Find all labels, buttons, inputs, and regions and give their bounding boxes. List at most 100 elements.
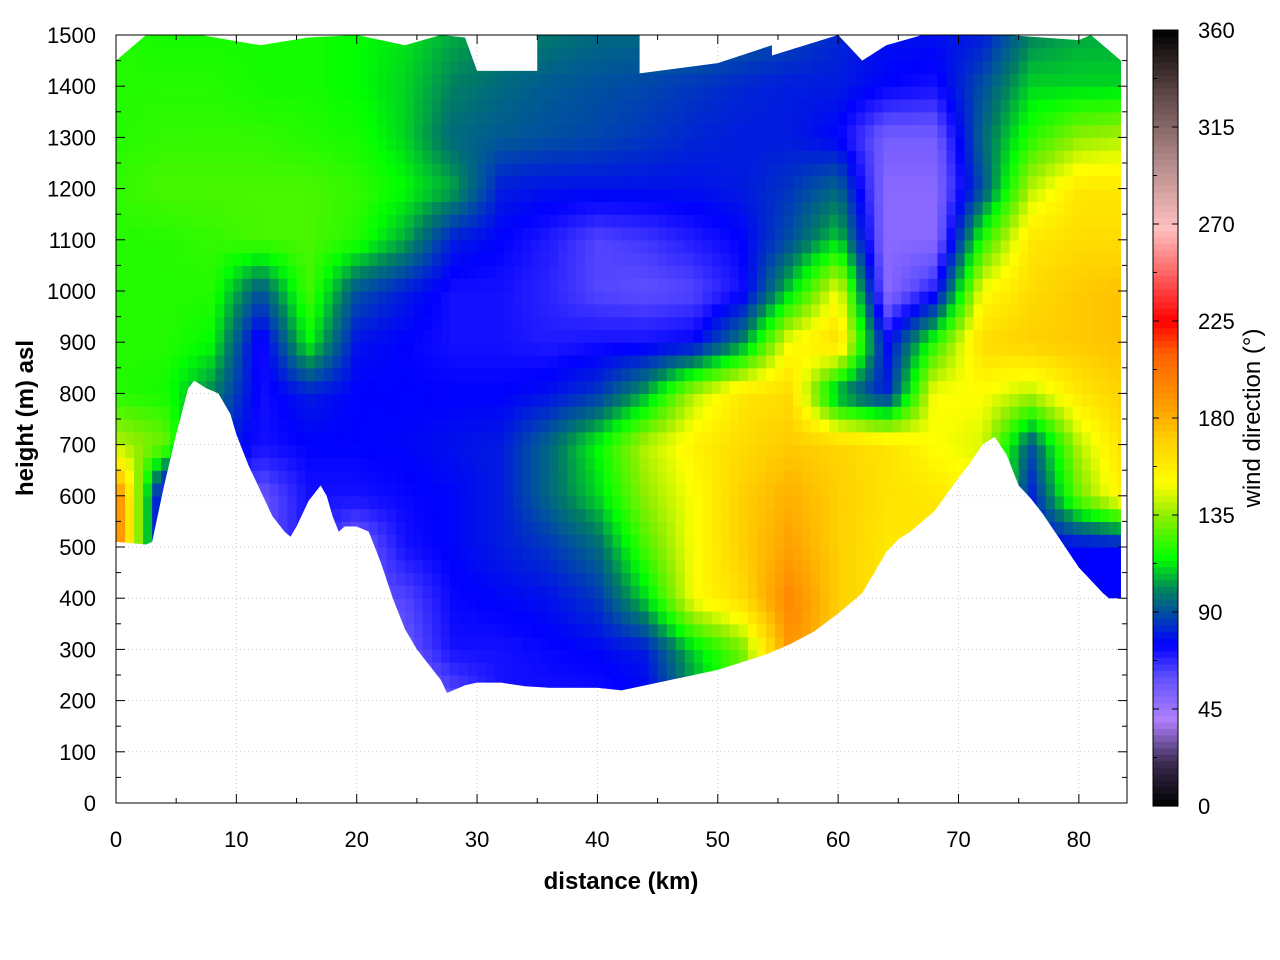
heatmap-cell: [738, 419, 749, 433]
heatmap-cell: [170, 124, 180, 138]
heatmap-cell: [350, 278, 361, 292]
heatmap-cell: [892, 316, 902, 330]
heatmap-cell: [188, 214, 198, 228]
heatmap-cell: [856, 675, 866, 689]
heatmap-cell: [242, 687, 253, 693]
heatmap-cell: [495, 636, 505, 650]
heatmap-cell: [756, 483, 767, 497]
heatmap-cell: [910, 214, 920, 228]
heatmap-cell: [856, 188, 866, 202]
heatmap-cell: [793, 329, 803, 343]
heatmap-cell: [422, 636, 433, 650]
heatmap-cell: [783, 649, 794, 663]
heatmap-cell: [937, 342, 948, 356]
heatmap-cell: [558, 175, 568, 190]
heatmap-cell: [549, 342, 559, 356]
heatmap-cell: [675, 675, 686, 689]
heatmap-cell: [765, 214, 776, 228]
heatmap-cell: [802, 252, 812, 266]
heatmap-cell: [865, 47, 875, 62]
heatmap-cell: [215, 355, 225, 369]
heatmap-cell: [495, 124, 505, 138]
heatmap-cell: [477, 227, 487, 241]
heatmap-cell: [702, 585, 713, 599]
heatmap-cell: [368, 687, 379, 693]
heatmap-cell: [865, 508, 875, 522]
heatmap-cell: [350, 342, 361, 356]
heatmap-cell: [143, 329, 153, 343]
heatmap-cell: [431, 201, 442, 215]
heatmap-cell: [802, 457, 812, 471]
heatmap-cell: [973, 380, 984, 394]
heatmap-cell: [377, 150, 388, 164]
heatmap-cell: [179, 214, 189, 228]
heatmap-cell: [702, 598, 713, 612]
heatmap-cell: [197, 649, 207, 663]
heatmap-cell: [811, 188, 821, 202]
heatmap-cell: [558, 150, 568, 164]
heatmap-cell: [738, 278, 749, 292]
heatmap-cell: [477, 367, 487, 382]
heatmap-cell: [946, 329, 957, 343]
heatmap-cell: [910, 662, 920, 676]
heatmap-cell: [152, 124, 162, 138]
heatmap-cell: [783, 406, 794, 420]
heatmap-cell: [603, 291, 614, 305]
heatmap-cell: [928, 367, 939, 382]
heatmap-cell: [567, 73, 577, 87]
heatmap-cell: [116, 163, 126, 177]
heatmap-cell: [404, 508, 415, 522]
heatmap-cell: [197, 239, 207, 254]
heatmap-cell: [973, 495, 984, 510]
heatmap-cell: [206, 380, 216, 394]
heatmap-cell: [513, 495, 523, 510]
heatmap-cell: [197, 303, 207, 318]
heatmap-cell: [341, 483, 352, 497]
heatmap-cell: [847, 508, 857, 522]
heatmap-cell: [675, 252, 686, 266]
heatmap-cell: [350, 35, 361, 49]
heatmap-cell: [720, 111, 731, 126]
heatmap-cell: [829, 470, 839, 484]
heatmap-cell: [657, 623, 668, 638]
heatmap-cell: [422, 329, 433, 343]
heatmap-cell: [395, 444, 406, 458]
heatmap-cell: [188, 111, 198, 126]
heatmap-cell: [657, 239, 668, 254]
heatmap-cell: [459, 547, 469, 561]
heatmap-cell: [413, 303, 424, 318]
heatmap-cell: [783, 73, 794, 87]
heatmap-cell: [919, 534, 930, 548]
heatmap-cell: [802, 431, 812, 446]
heatmap-cell: [431, 137, 442, 151]
heatmap-cell: [630, 470, 641, 484]
heatmap-cell: [522, 47, 532, 62]
heatmap-cell: [522, 252, 532, 266]
heatmap-cell: [278, 188, 289, 202]
heatmap-cell: [440, 124, 451, 138]
heatmap-cell: [161, 495, 171, 510]
heatmap-cell: [350, 214, 361, 228]
heatmap-cell: [269, 431, 280, 446]
heatmap-cell: [883, 534, 893, 548]
heatmap-cell: [729, 419, 740, 433]
heatmap-cell: [395, 534, 406, 548]
heatmap-cell: [919, 278, 930, 292]
heatmap-cell: [323, 111, 334, 126]
heatmap-cell: [368, 457, 379, 471]
heatmap-cell: [540, 137, 550, 151]
heatmap-cell: [368, 406, 379, 420]
heatmap-cell: [251, 393, 262, 407]
heatmap-cell: [468, 252, 478, 266]
heatmap-cell: [350, 534, 361, 548]
heatmap-cell: [675, 86, 686, 100]
heatmap-cell: [314, 73, 325, 87]
heatmap-cell: [711, 265, 722, 279]
heatmap-cell: [838, 393, 848, 407]
heatmap-cell: [522, 521, 532, 535]
heatmap-cell: [811, 99, 821, 113]
heatmap-cell: [449, 444, 460, 458]
heatmap-cell: [152, 636, 162, 650]
heatmap-cell: [910, 291, 920, 305]
heatmap-cell: [323, 252, 334, 266]
